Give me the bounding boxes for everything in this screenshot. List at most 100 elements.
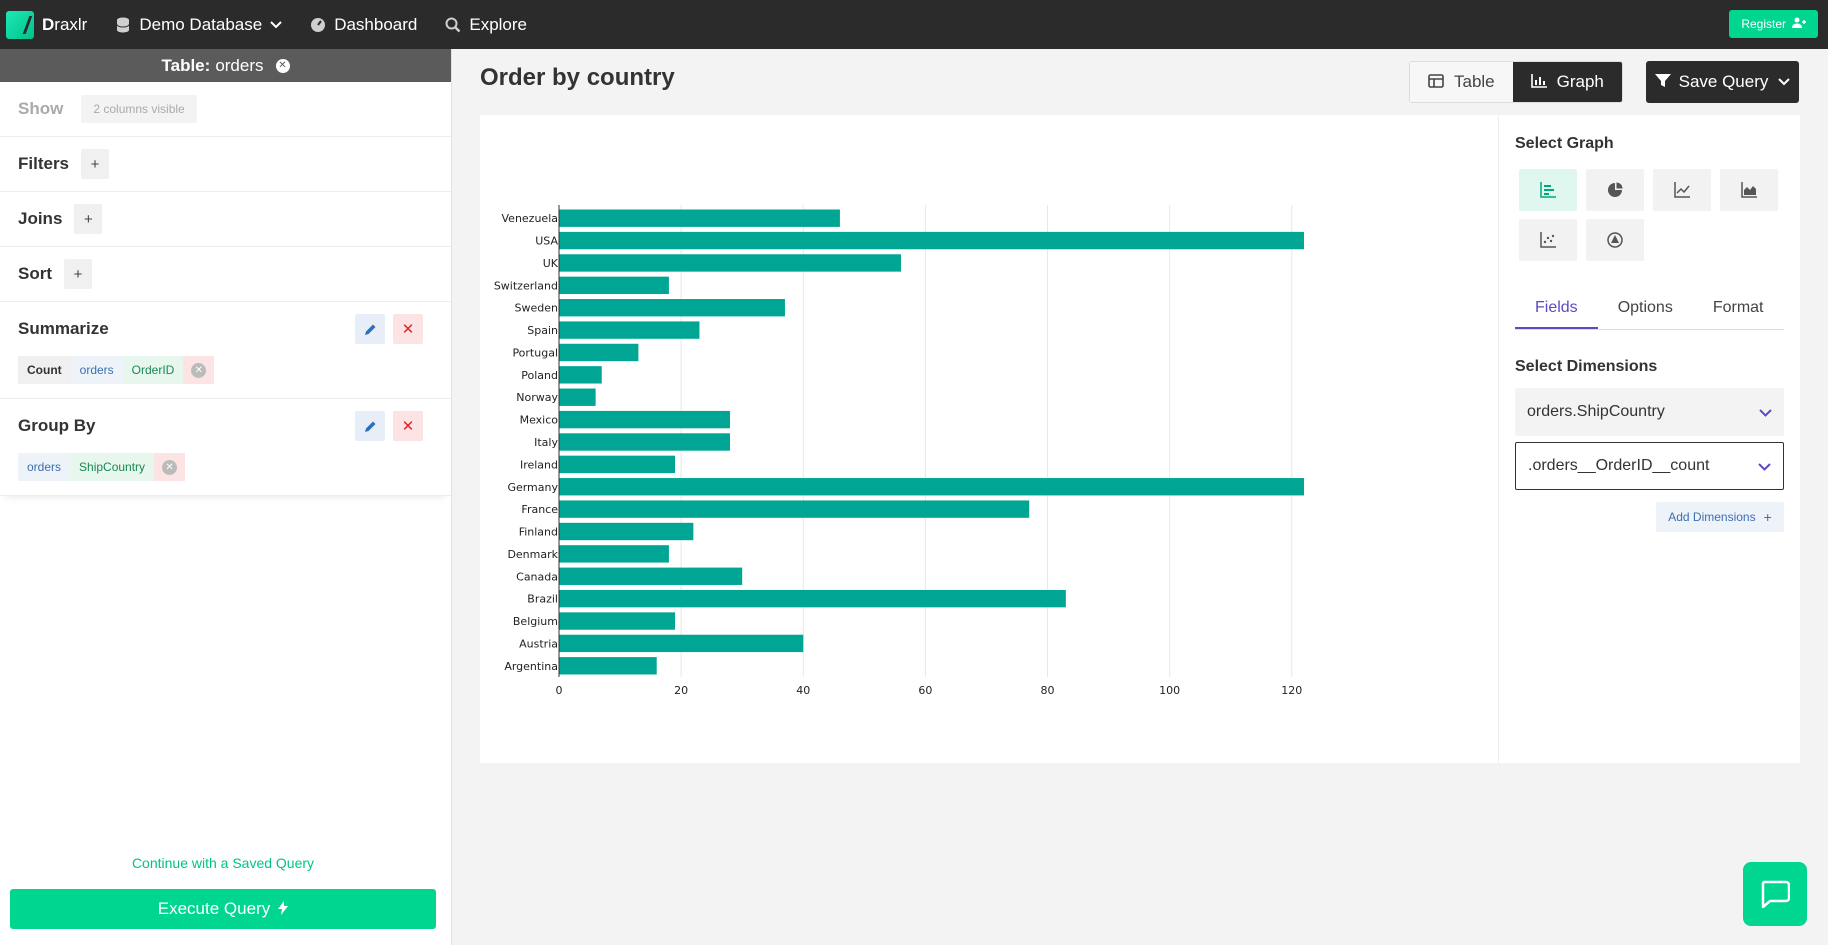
- nav-dashboard[interactable]: Dashboard: [310, 15, 417, 35]
- query-builder-sidebar: Table: orders ✕ Show 2 columns visible F…: [0, 49, 452, 945]
- database-name: Demo Database: [139, 14, 263, 34]
- category-label: France: [521, 503, 558, 516]
- database-icon: [115, 17, 131, 33]
- nav-explore[interactable]: Explore: [445, 15, 527, 35]
- chevron-down-icon: [1759, 405, 1772, 420]
- area-chart-icon: [1741, 182, 1757, 198]
- bar-chart-icon: [1540, 182, 1556, 198]
- chart-area: Venezuela USA UK Switzerland Sweden Spain Port…: [480, 115, 1498, 763]
- execute-query-button[interactable]: Execute Query: [10, 889, 436, 929]
- tab-options[interactable]: Options: [1617, 299, 1673, 316]
- table-label: Table:: [161, 55, 211, 75]
- register-label: Register: [1741, 17, 1786, 31]
- pencil-icon: [364, 324, 375, 335]
- draxlr-logo-icon: [6, 10, 34, 39]
- register-button[interactable]: Register: [1729, 10, 1818, 38]
- category-label: Venezuela: [502, 212, 559, 225]
- pie-chart-type[interactable]: [1586, 169, 1644, 211]
- filter-icon: [1654, 73, 1671, 91]
- bar: [559, 410, 730, 429]
- sort-title: Sort: [18, 264, 52, 283]
- chat-button[interactable]: [1743, 862, 1807, 926]
- tab-fields[interactable]: Fields: [1515, 293, 1598, 329]
- line-chart-type[interactable]: [1653, 169, 1711, 211]
- remove-group-by-pill[interactable]: ✕: [154, 453, 186, 481]
- nav-explore-label: Explore: [469, 14, 527, 34]
- columns-visible-chip[interactable]: 2 columns visible: [81, 95, 197, 123]
- table-header: Table: orders ✕: [0, 49, 451, 82]
- dashboard-icon: [310, 17, 326, 33]
- category-label: Belgium: [513, 615, 558, 628]
- add-filter-button[interactable]: +: [81, 149, 110, 179]
- graph-view-label: Graph: [1556, 72, 1604, 91]
- close-table-icon[interactable]: ✕: [275, 58, 290, 73]
- bar-chart: Venezuela USA UK Switzerland Sweden Spain Port…: [494, 205, 1304, 697]
- x-tick-label: 60: [918, 684, 932, 697]
- category-label: Denmark: [507, 548, 558, 561]
- joins-section: Joins +: [0, 192, 451, 247]
- scatter-chart-type[interactable]: [1519, 219, 1577, 261]
- lightning-icon: [278, 900, 289, 918]
- summarize-column-pill[interactable]: OrderID: [122, 356, 184, 384]
- remove-icon: ✕: [191, 362, 207, 378]
- dimension-select-2[interactable]: .orders__OrderID__count: [1515, 442, 1784, 490]
- edit-group-by-button[interactable]: [355, 411, 385, 441]
- x-tick-label: 120: [1281, 684, 1302, 697]
- delete-group-by-button[interactable]: ✕: [393, 411, 423, 441]
- table-icon: [1428, 73, 1444, 91]
- table-view-button[interactable]: Table: [1410, 62, 1513, 102]
- category-label: Brazil: [527, 593, 558, 606]
- bar: [559, 478, 1304, 496]
- bar: [559, 388, 596, 406]
- save-query-label: Save Query: [1678, 72, 1769, 91]
- top-navbar: Draxlr Demo Database Dashboard Explore R…: [0, 0, 1828, 49]
- add-dimensions-button[interactable]: Add Dimensions +: [1656, 502, 1784, 532]
- bar: [559, 276, 669, 295]
- bar: [559, 433, 730, 451]
- bar: [559, 634, 804, 653]
- edit-summarize-button[interactable]: [355, 314, 385, 344]
- area-chart-type[interactable]: [1720, 169, 1778, 211]
- funnel-chart-type[interactable]: [1586, 219, 1644, 261]
- bar: [559, 343, 639, 362]
- remove-summarize-pill[interactable]: ✕: [183, 356, 215, 384]
- continue-saved-query-link[interactable]: Continue with a Saved Query: [131, 855, 315, 871]
- add-sort-button[interactable]: +: [64, 259, 92, 289]
- joins-title: Joins: [18, 209, 63, 228]
- execute-query-label: Execute Query: [157, 899, 271, 918]
- funnel-chart-icon: [1607, 232, 1623, 248]
- bar-chart-type[interactable]: [1519, 169, 1577, 211]
- panel-tabs: Fields Options Format: [1515, 293, 1784, 330]
- x-tick-label: 20: [674, 684, 688, 697]
- aggregate-pill[interactable]: Count: [18, 356, 71, 384]
- category-label: Sweden: [515, 302, 558, 315]
- x-tick-label: 80: [1041, 684, 1055, 697]
- save-query-button[interactable]: Save Query: [1646, 61, 1799, 103]
- chat-icon: [1761, 880, 1790, 908]
- pencil-icon: [364, 421, 375, 432]
- summarize-pill: Count orders OrderID ✕: [18, 356, 433, 384]
- bar: [559, 567, 743, 585]
- add-join-button[interactable]: +: [74, 204, 103, 234]
- group-by-column-pill[interactable]: ShipCountry: [70, 453, 155, 481]
- bar: [559, 455, 676, 474]
- graph-settings-panel: Select Graph Fields Options: [1498, 115, 1800, 763]
- sort-section: Sort +: [0, 247, 451, 302]
- pie-chart-icon: [1608, 182, 1623, 197]
- summarize-title: Summarize: [18, 319, 109, 338]
- app-logo[interactable]: Draxlr: [6, 10, 87, 39]
- graph-type-grid: [1515, 169, 1784, 261]
- database-selector[interactable]: Demo Database: [115, 15, 282, 35]
- bar: [559, 254, 901, 272]
- summarize-table-pill[interactable]: orders: [70, 356, 123, 384]
- group-by-table-pill[interactable]: orders: [18, 453, 71, 481]
- remove-icon: ✕: [162, 459, 178, 475]
- graph-view-button[interactable]: Graph: [1512, 62, 1622, 102]
- nav-dashboard-label: Dashboard: [334, 14, 418, 34]
- dimension-select-1[interactable]: orders.ShipCountry: [1515, 388, 1784, 436]
- add-dimensions-label: Add Dimensions: [1668, 510, 1756, 524]
- plus-icon: +: [1763, 509, 1772, 525]
- delete-summarize-button[interactable]: ✕: [393, 314, 423, 344]
- category-label: Poland: [521, 369, 558, 382]
- tab-format[interactable]: Format: [1712, 299, 1764, 316]
